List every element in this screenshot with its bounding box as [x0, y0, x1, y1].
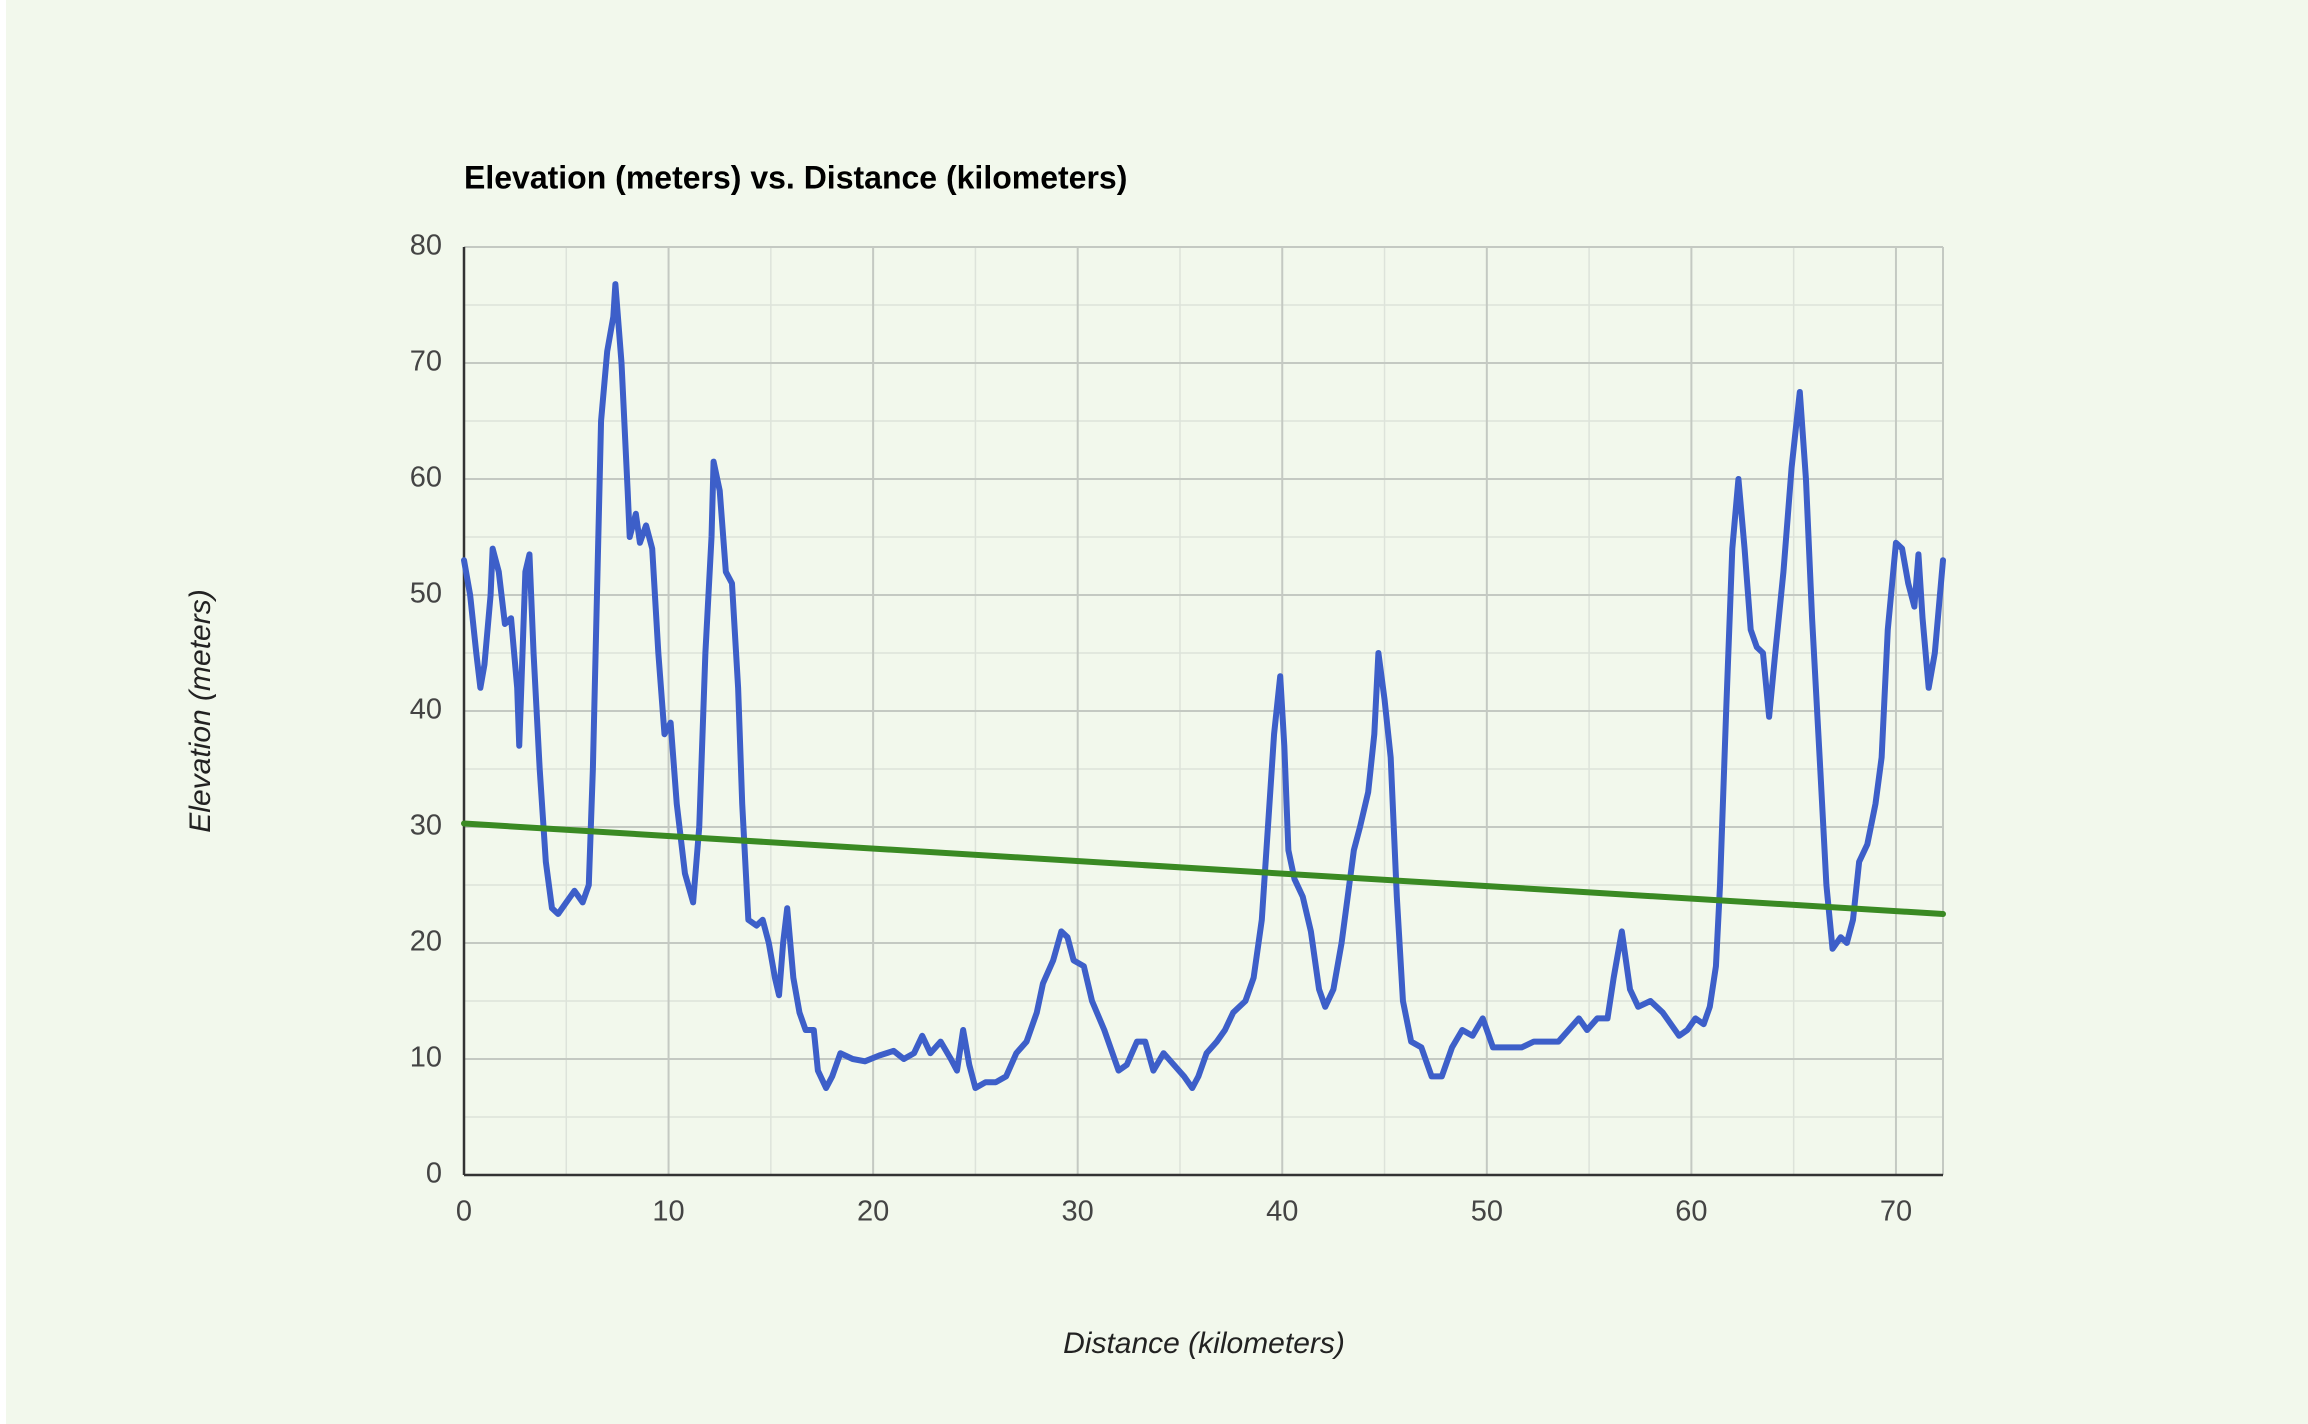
- y-tick-label: 10: [410, 1042, 442, 1074]
- x-tick-label: 0: [456, 1196, 472, 1228]
- y-tick-label: 50: [410, 578, 442, 610]
- chart-title: Elevation (meters) vs. Distance (kilomet…: [464, 159, 1127, 195]
- x-tick-label: 60: [1675, 1196, 1707, 1228]
- x-tick-label: 70: [1880, 1196, 1912, 1228]
- y-tick-label: 0: [426, 1158, 442, 1190]
- trend-line: [461, 820, 1946, 917]
- y-tick-label: 80: [410, 230, 442, 262]
- x-tick-label: 10: [652, 1196, 684, 1228]
- y-tick-label: 40: [410, 694, 442, 726]
- x-tick-label: 30: [1062, 1196, 1094, 1228]
- x-axis-title: Distance (kilometers): [1063, 1327, 1345, 1360]
- y-tick-label: 20: [410, 926, 442, 958]
- y-axis-title: Elevation (meters): [184, 589, 217, 832]
- x-tick-label: 40: [1266, 1196, 1298, 1228]
- y-tick-label: 30: [410, 810, 442, 842]
- y-tick-label: 70: [410, 346, 442, 378]
- elevation-line: [461, 281, 1946, 1091]
- y-tick-label: 60: [410, 462, 442, 494]
- x-tick-label: 20: [857, 1196, 889, 1228]
- x-tick-label: 50: [1471, 1196, 1503, 1228]
